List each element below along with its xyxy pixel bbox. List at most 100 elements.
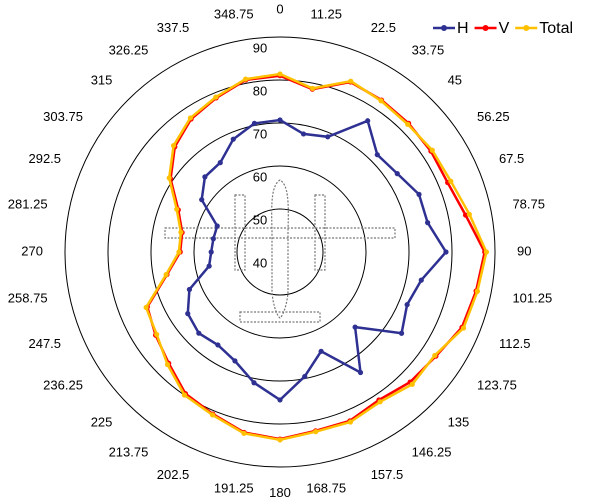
angle-label: 247.5 — [28, 336, 61, 351]
series-point — [252, 121, 257, 126]
angle-label: 348.75 — [214, 6, 254, 21]
series-point — [174, 207, 179, 212]
angle-label: 11.25 — [310, 6, 342, 21]
r-tick-label: 90 — [253, 40, 267, 55]
series-point — [475, 289, 480, 294]
series-point — [375, 152, 380, 157]
series-point — [399, 331, 404, 336]
series-point — [213, 94, 218, 99]
ring — [151, 123, 409, 381]
series-point — [231, 137, 236, 142]
series-point — [313, 429, 318, 434]
series-point — [196, 331, 201, 336]
angle-label: 258.75 — [8, 291, 48, 306]
series-point — [302, 374, 307, 379]
series-point — [395, 171, 400, 176]
series-point — [405, 302, 410, 307]
angle-label: 326.25 — [109, 42, 149, 57]
series-point — [243, 76, 248, 81]
series-point — [167, 175, 172, 180]
angle-label: 45 — [448, 73, 462, 88]
series-point — [215, 342, 220, 347]
series-point — [154, 332, 159, 337]
series-point — [218, 160, 223, 165]
series-point — [419, 278, 424, 283]
angle-label: 67.5 — [499, 151, 524, 166]
series-point — [211, 236, 216, 241]
series-point — [461, 325, 466, 330]
angle-label: 191.25 — [214, 481, 254, 496]
series-point — [448, 179, 453, 184]
series-point — [202, 174, 207, 179]
angle-label: 270 — [21, 243, 43, 258]
angle-label: 168.75 — [306, 481, 346, 496]
series-point — [176, 249, 181, 254]
angle-label: 315 — [91, 73, 113, 88]
series-point — [199, 197, 204, 202]
series-point — [215, 223, 220, 228]
series-point — [187, 287, 192, 292]
series-point — [358, 370, 363, 375]
chart: 405060708090011.2522.533.754556.2567.578… — [0, 0, 612, 498]
airplane-sketch — [165, 180, 395, 322]
r-tick-label: 80 — [253, 83, 267, 98]
series-point — [164, 272, 169, 277]
series-point — [365, 118, 370, 123]
r-tick-label: 50 — [253, 212, 267, 227]
angle-label: 281.25 — [8, 196, 48, 211]
series-point — [430, 148, 435, 153]
series-point — [171, 143, 176, 148]
angle-label: 90 — [517, 243, 531, 258]
series-line — [147, 76, 484, 439]
series-point — [277, 437, 282, 442]
angle-label: 135 — [448, 414, 470, 429]
series-point — [210, 412, 215, 417]
legend-label: Total — [539, 20, 573, 37]
series-point — [432, 353, 437, 358]
angle-label: 123.75 — [477, 378, 517, 393]
angle-label: 56.25 — [477, 109, 510, 124]
angle-label: 22.5 — [371, 20, 396, 35]
series-point — [378, 98, 383, 103]
r-tick-label: 40 — [253, 255, 267, 270]
angle-label: 112.5 — [499, 336, 531, 351]
series-point — [377, 399, 382, 404]
series-point — [310, 86, 315, 91]
series-point — [325, 134, 330, 139]
legend-label: H — [457, 20, 469, 37]
angle-label: 292.5 — [28, 151, 61, 166]
series-point — [207, 263, 212, 268]
series-point — [484, 249, 489, 254]
series-line — [188, 120, 446, 400]
ring — [237, 209, 323, 295]
ring — [108, 80, 452, 424]
angle-label: 236.25 — [43, 378, 83, 393]
series-point — [144, 305, 149, 310]
legend-label: V — [499, 20, 510, 37]
angle-label: 180 — [269, 485, 291, 498]
r-tick-label: 60 — [253, 169, 267, 184]
series-point — [185, 311, 190, 316]
legend-marker — [483, 25, 489, 31]
series-line — [146, 74, 486, 440]
series-point — [277, 397, 282, 402]
series-point — [410, 382, 415, 387]
series-point — [353, 325, 358, 330]
series-point — [178, 230, 183, 235]
series-point — [348, 419, 353, 424]
angle-label: 303.75 — [43, 109, 83, 124]
angle-label: 0 — [276, 2, 283, 17]
angle-label: 213.75 — [109, 444, 149, 459]
r-tick-label: 70 — [253, 126, 267, 141]
legend-marker — [441, 25, 447, 31]
series-point — [209, 249, 214, 254]
series-point — [467, 212, 472, 217]
angle-label: 146.25 — [412, 444, 452, 459]
angle-label: 202.5 — [157, 467, 190, 482]
series-point — [416, 192, 421, 197]
angle-label: 78.75 — [512, 196, 545, 211]
series-point — [188, 115, 193, 120]
angle-label: 225 — [91, 414, 113, 429]
series-point — [232, 358, 237, 363]
series-point — [277, 117, 282, 122]
